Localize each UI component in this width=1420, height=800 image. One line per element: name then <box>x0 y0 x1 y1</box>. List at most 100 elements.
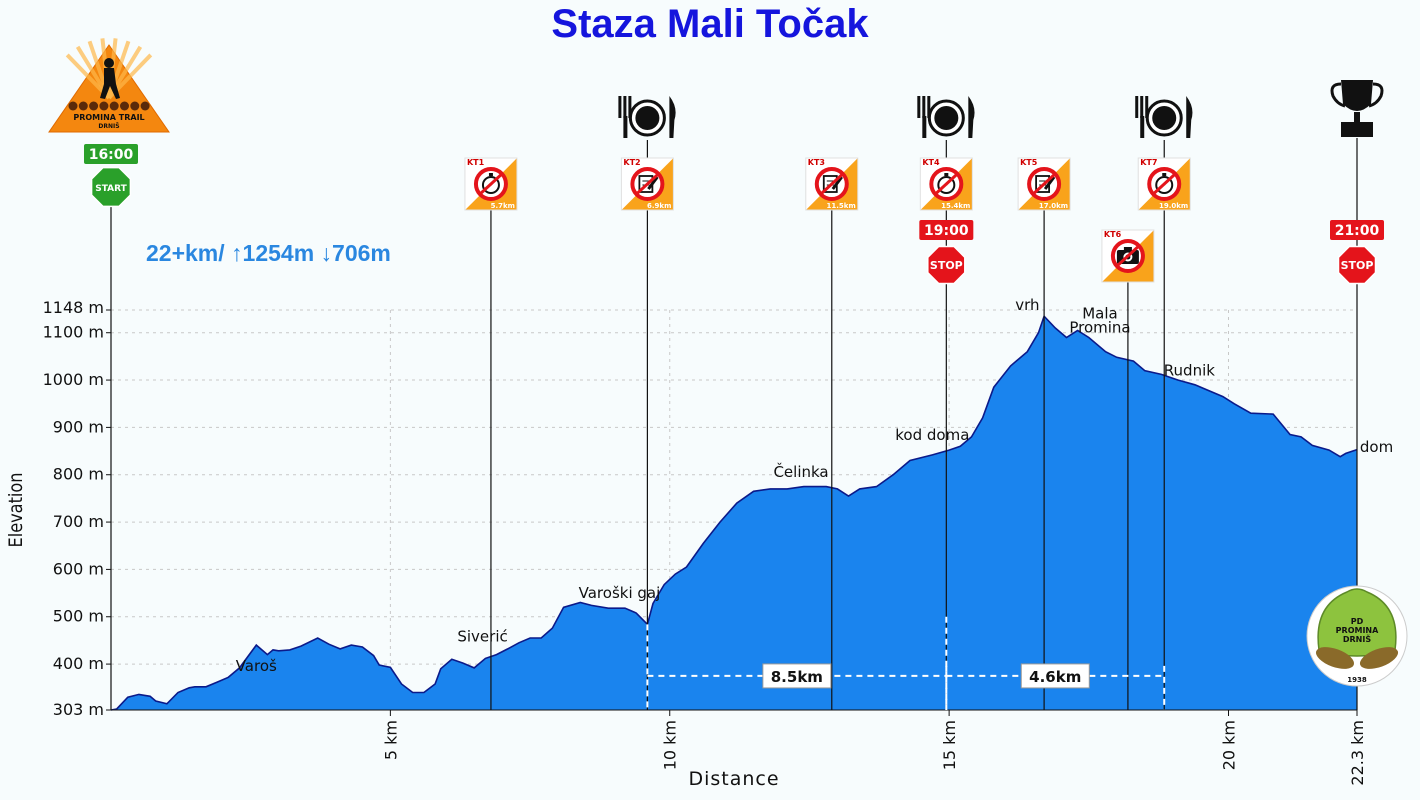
place-label: Siverić <box>457 627 507 645</box>
checkpoint-km: 11.5km <box>827 202 856 210</box>
pen <box>1043 176 1056 190</box>
place-label: Mala <box>1082 305 1118 323</box>
y-tick-label: 800 m <box>53 465 104 484</box>
x-tick-label: 20 km <box>1219 720 1238 770</box>
checkpoint-border <box>919 157 973 211</box>
checkpoint-id: KT6 <box>1104 230 1122 239</box>
pen <box>647 176 659 190</box>
trophy-handle <box>1368 82 1384 108</box>
checkpoint-id: KT4 <box>922 158 940 167</box>
sign-label: STOP <box>1341 259 1374 272</box>
trophy-icon <box>1330 80 1384 137</box>
checkpoint-slash <box>933 171 960 197</box>
start-sign: START <box>90 166 132 208</box>
place-label: Varoški gaj <box>579 584 661 602</box>
checkpoint-kt2: KT2 6.9km <box>620 157 674 211</box>
checkpoint-border <box>1101 229 1155 283</box>
checkpoint-kt1: KT1 5.7km <box>464 157 518 211</box>
checkpoint-kt4: KT4 15.4km <box>919 157 973 211</box>
sign-label: START <box>95 184 127 194</box>
axes: 303 m 400 m 500 m 600 m 700 m 800 m 900 m 1000 … <box>6 298 1367 790</box>
checkpoint-border <box>805 157 859 211</box>
fork-tine <box>623 96 627 118</box>
place-label: dom <box>1360 438 1393 456</box>
pen <box>831 176 843 190</box>
knife <box>1186 96 1193 138</box>
trophy-cup <box>1341 80 1373 111</box>
fork-tine <box>922 96 926 118</box>
y-tick-label: 1148 m <box>43 298 104 317</box>
x-tick-label: 22.3 km <box>1348 720 1367 786</box>
checkpoint-id: KT3 <box>808 158 825 167</box>
y-tick-label: 600 m <box>53 559 104 578</box>
logo-text: PROMINA <box>1336 626 1379 635</box>
logo-text: PD <box>1351 617 1364 626</box>
segment-label: 4.6km <box>1029 668 1081 686</box>
sign-label: STOP <box>930 259 963 272</box>
logo-text: PROMINA TRAIL <box>73 113 144 122</box>
logo-text: DRNIŠ <box>1343 633 1371 644</box>
stopwatch-crown <box>488 173 493 176</box>
cutoff-time-badge: 19:00 <box>919 220 974 240</box>
logo-log <box>109 101 119 111</box>
elevation-line <box>110 314 1358 711</box>
fork-tine <box>618 96 622 118</box>
stop-sign: STOP <box>1337 245 1377 285</box>
y-tick-label: 500 m <box>53 607 104 626</box>
time-badge-bg <box>919 220 974 240</box>
x-tick-label: 10 km <box>661 720 680 770</box>
checkpoint-kt7: KT7 19.0km <box>1137 157 1191 211</box>
plate-center <box>635 106 660 130</box>
y-tick-label: 1100 m <box>43 323 104 342</box>
checkpoint-slash <box>1114 243 1141 269</box>
logo-log <box>78 101 88 111</box>
logo-log <box>130 101 140 111</box>
cutlery-plate-icon <box>917 96 975 138</box>
checkpoint-km: 6.9km <box>647 202 671 210</box>
logo-log <box>68 101 78 111</box>
checkpoint-id: KT7 <box>1140 158 1157 167</box>
y-tick-label: 400 m <box>53 654 104 673</box>
runner-head <box>104 58 114 68</box>
checkpoint-km: 15.4km <box>941 202 970 210</box>
y-axis-label: Elevation <box>6 473 28 548</box>
fork-handle <box>1140 116 1145 138</box>
fork-handle <box>623 116 628 138</box>
checkpoint-slash <box>1151 171 1178 197</box>
course-markers: 8.5km 4.6km KT1 5.7km KT2 6.9km KT3 11.5km KT4 15… <box>84 80 1384 710</box>
knife <box>669 96 676 138</box>
y-tick-label: 1000 m <box>43 370 104 389</box>
checkpoint-flag-orange <box>464 158 517 210</box>
time-badge-text: 21:00 <box>1335 223 1380 239</box>
logo-ray <box>65 53 111 100</box>
fork-tine <box>628 96 632 118</box>
route-summary: 22+km/ ↑1254m ↓706m <box>146 240 391 266</box>
cutoff-time-badge: 21:00 <box>1330 220 1384 240</box>
logo-log <box>140 101 150 111</box>
checkpoint-border <box>1017 157 1071 211</box>
logo-log <box>89 101 99 111</box>
fork-tine <box>1140 96 1144 118</box>
logo-year: 1938 <box>1347 676 1367 684</box>
elevation-area <box>110 314 1358 711</box>
segment-label-box <box>762 663 832 689</box>
place-label: Čelinka <box>773 462 828 481</box>
segment-label-box <box>1020 663 1090 689</box>
place-label: Rudnik <box>1164 361 1215 379</box>
start-time-badge: 16:00 <box>84 144 138 164</box>
logo-text: DRNIŠ <box>98 123 119 130</box>
time-badge-bg <box>1330 220 1384 240</box>
y-tick-label: 700 m <box>53 512 104 531</box>
fork-handle <box>922 116 927 138</box>
knife <box>968 96 975 138</box>
x-tick-label: 15 km <box>940 720 959 770</box>
sign-octagon <box>90 166 132 208</box>
cutlery-plate-icon <box>1135 96 1193 138</box>
place-label: vrh <box>1015 296 1039 314</box>
trophy-base <box>1341 122 1373 137</box>
checkpoint-slash <box>634 171 661 197</box>
time-badge-text: 16:00 <box>89 147 134 163</box>
checkpoint-border <box>620 157 674 211</box>
